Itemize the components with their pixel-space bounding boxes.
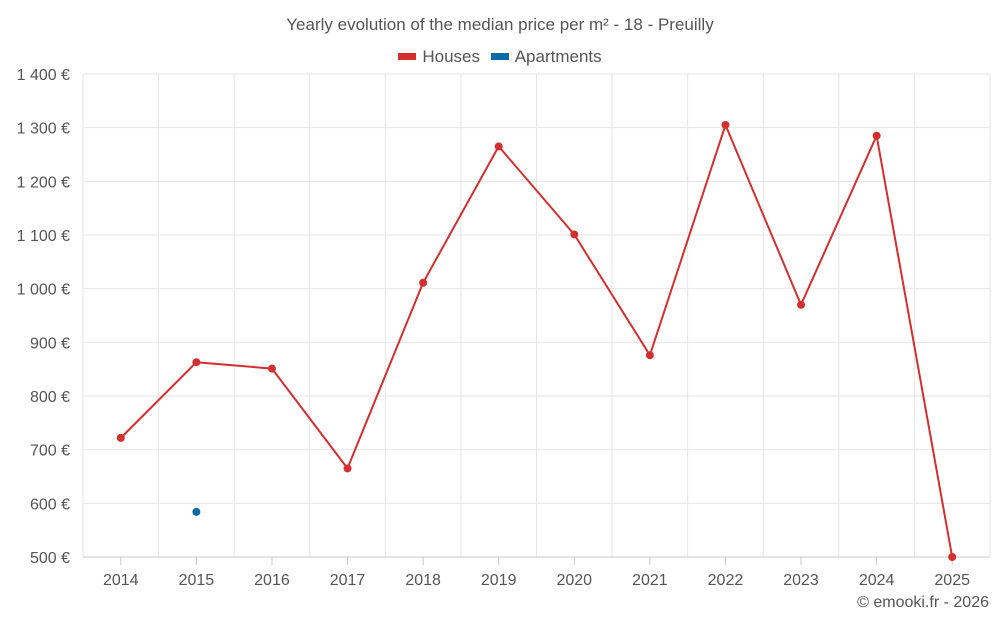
x-tick-label: 2017 (330, 572, 366, 589)
data-point-houses (192, 358, 201, 367)
data-point-houses (948, 553, 957, 561)
x-tick-label: 2023 (783, 572, 819, 589)
x-tick-label: 2015 (179, 572, 215, 589)
y-tick-label: 800 € (30, 389, 70, 406)
legend-swatch-apartments (490, 53, 509, 60)
data-point-houses (494, 142, 503, 151)
legend-item-houses[interactable]: Houses (398, 47, 480, 67)
data-point-houses (721, 120, 730, 129)
y-tick-label: 600 € (30, 496, 70, 513)
x-tick-label: 2025 (934, 572, 970, 589)
data-point-houses (645, 351, 654, 360)
x-tick-label: 2019 (481, 572, 517, 589)
data-point-houses (343, 464, 352, 473)
data-point-houses (872, 131, 881, 140)
x-tick-label: 2021 (632, 572, 668, 589)
legend-swatch-houses (398, 53, 417, 60)
y-tick-label: 500 € (30, 550, 70, 567)
data-point-houses (797, 300, 806, 309)
chart-title: Yearly evolution of the median price per… (286, 15, 714, 34)
x-tick-label: 2014 (103, 572, 139, 589)
x-tick-label: 2018 (405, 572, 441, 589)
legend-item-apartments[interactable]: Apartments (490, 46, 602, 67)
x-tick-label: 2024 (859, 572, 895, 589)
y-tick-label: 1 400 € (17, 67, 70, 84)
data-point-houses (419, 278, 428, 287)
legend: Houses Apartments (0, 45, 1000, 67)
x-tick-label: 2022 (708, 572, 744, 589)
y-tick-label: 1 300 € (17, 121, 70, 138)
data-point-houses (267, 364, 276, 373)
y-tick-label: 700 € (30, 443, 70, 460)
x-tick-label: 2016 (254, 572, 290, 589)
data-point-houses (570, 230, 579, 239)
legend-label-apartments: Apartments (514, 46, 602, 66)
y-tick-label: 1 000 € (17, 282, 70, 299)
credit-text: © emooki.fr - 2026 (857, 594, 989, 611)
x-tick-label: 2020 (556, 572, 592, 589)
data-point-apartments (192, 507, 201, 516)
data-point-houses (116, 433, 125, 442)
series-line-houses (120, 124, 954, 558)
y-tick-label: 900 € (30, 335, 70, 352)
legend-label-houses: Houses (422, 46, 480, 66)
y-tick-label: 1 200 € (17, 174, 70, 191)
y-tick-label: 1 100 € (17, 228, 70, 245)
